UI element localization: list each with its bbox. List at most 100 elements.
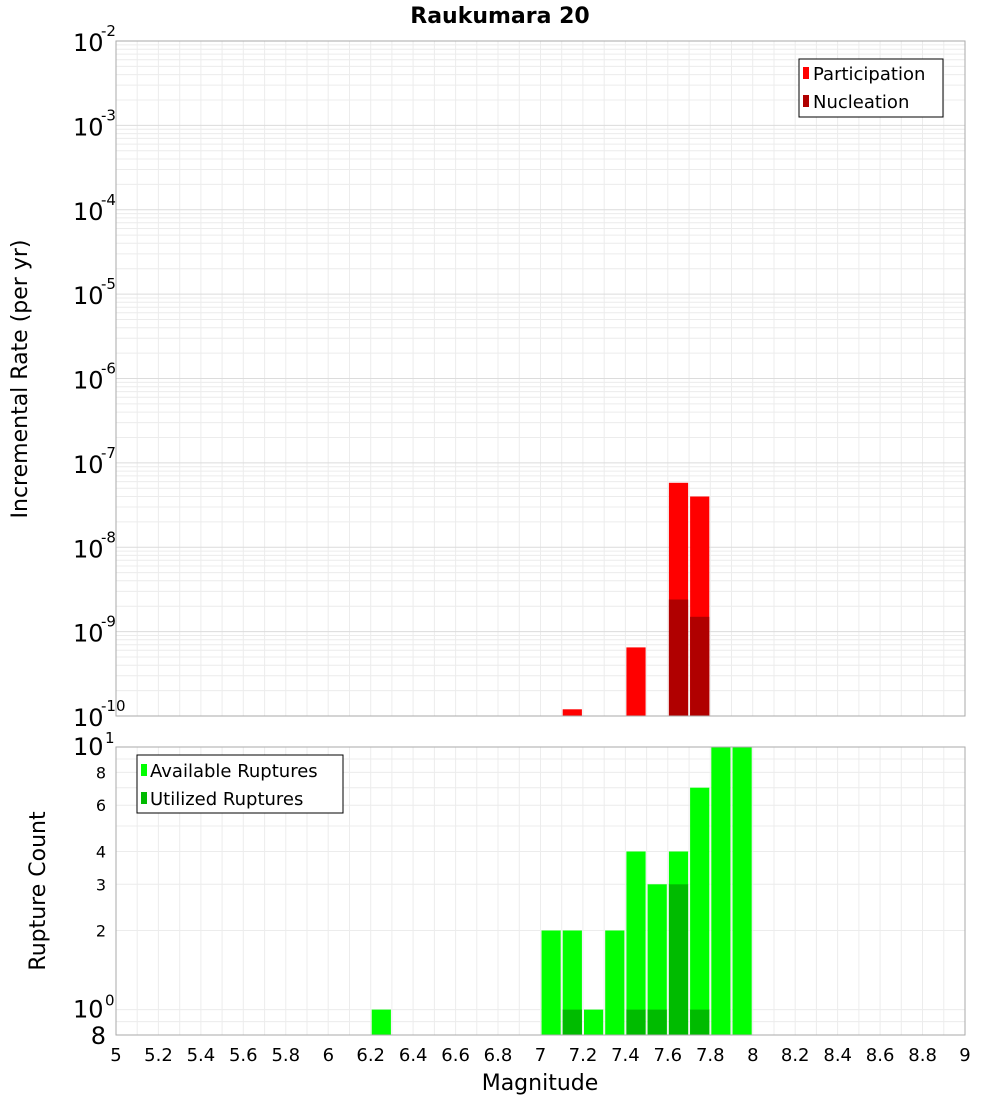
top-y-tick-label: 10-5 xyxy=(73,275,116,310)
utilized-rupture-bar xyxy=(690,1009,710,1035)
top-y-tick-label: 10-9 xyxy=(73,613,116,648)
bottom-y-tick-label: 8 xyxy=(91,1022,106,1050)
legend-swatch-nucleation xyxy=(803,95,809,107)
tick-base: 10 xyxy=(73,451,104,479)
top-gridlines xyxy=(115,41,966,717)
x-tick-label: 8.2 xyxy=(781,1045,810,1066)
x-tick-label: 6.6 xyxy=(441,1045,470,1066)
utilized-rupture-bar xyxy=(562,1009,582,1035)
top-legend: Participation Nucleation xyxy=(798,58,944,118)
nucleation-bar xyxy=(690,616,710,716)
legend-swatch-participation xyxy=(803,67,809,79)
bottom-plot-border xyxy=(115,746,966,1036)
x-tick-label: 6 xyxy=(323,1045,334,1066)
x-tick-label: 7.6 xyxy=(653,1045,682,1066)
bottom-y-tick-label: 6 xyxy=(96,796,106,815)
participation-bar xyxy=(562,709,582,716)
tick-exponent: 0 xyxy=(105,992,115,1010)
tick-exponent: -8 xyxy=(101,528,116,546)
top-y-tick-label: 10-4 xyxy=(73,191,116,226)
x-tick-label: 7.8 xyxy=(696,1045,725,1066)
top-y-tick-label: 10-3 xyxy=(73,106,116,141)
tick-exponent: -3 xyxy=(101,106,116,124)
top-y-tick-label: 10-7 xyxy=(73,444,116,479)
top-plot-border xyxy=(115,40,966,717)
tick-base: 10 xyxy=(73,704,104,732)
x-tick-label: 7 xyxy=(535,1045,546,1066)
bottom-y-axis-label: Rupture Count xyxy=(26,811,51,971)
tick-base: 10 xyxy=(73,996,104,1024)
tick-base: 10 xyxy=(73,733,104,761)
x-tick-label: 6.8 xyxy=(484,1045,513,1066)
legend-label-available: Available Ruptures xyxy=(150,761,318,782)
tick-base: 10 xyxy=(73,282,104,310)
tick-base: 10 xyxy=(73,29,104,57)
participation-bar xyxy=(626,647,646,716)
tick-base: 10 xyxy=(73,535,104,563)
x-tick-label: 6.4 xyxy=(399,1045,428,1066)
x-tick-label: 8.4 xyxy=(823,1045,852,1066)
tick-base: 10 xyxy=(73,367,104,395)
top-y-tick-label: 10-2 xyxy=(73,22,116,57)
legend-swatch-available xyxy=(141,764,147,776)
tick-exponent: -2 xyxy=(101,22,116,40)
x-tick-label: 5.6 xyxy=(229,1045,258,1066)
tick-exponent: -9 xyxy=(101,613,116,631)
x-ticks: 5 5.2 5.4 5.6 5.8 6 6.2 6.4 6.6 6.8 7 7.2 7.4 7.6 7.8 8… xyxy=(110,1045,970,1066)
tick-exponent: -4 xyxy=(101,191,116,209)
x-tick-label: 5.4 xyxy=(187,1045,216,1066)
legend-label-utilized: Utilized Ruptures xyxy=(150,789,303,810)
x-tick-label: 8 xyxy=(747,1045,758,1066)
top-y-axis-label: Incremental Rate (per yr) xyxy=(8,240,33,519)
tick-exponent: -5 xyxy=(101,275,116,293)
x-tick-label: 5.2 xyxy=(144,1045,173,1066)
x-tick-label: 5.8 xyxy=(271,1045,300,1066)
bottom-bars xyxy=(371,747,752,1035)
x-tick-label: 5 xyxy=(110,1045,121,1066)
utilized-rupture-bar xyxy=(626,1009,646,1035)
top-y-tick-label: 10-8 xyxy=(73,528,116,563)
bottom-y-tick-label: 8 xyxy=(96,763,106,782)
tick-base: 10 xyxy=(73,198,104,226)
x-tick-label: 9 xyxy=(959,1045,970,1066)
x-tick-label: 6.2 xyxy=(356,1045,385,1066)
legend-label-nucleation: Nucleation xyxy=(813,92,909,113)
available-rupture-bar xyxy=(584,1009,604,1035)
available-rupture-bar xyxy=(562,930,582,1035)
nucleation-bar xyxy=(668,599,689,716)
tick-base: 10 xyxy=(73,620,104,648)
bottom-y-tick-label: 2 xyxy=(96,922,106,941)
available-rupture-bar xyxy=(626,851,646,1035)
tick-exponent: 1 xyxy=(105,729,115,747)
chart-title: Raukumara 20 xyxy=(410,4,589,29)
bottom-legend: Available Ruptures Utilized Ruptures xyxy=(136,754,344,814)
legend-label-participation: Participation xyxy=(813,64,925,85)
top-y-tick-label: 10-10 xyxy=(73,697,126,732)
bottom-y-tick-label: 4 xyxy=(96,843,106,862)
tick-exponent: -6 xyxy=(101,360,116,378)
tick-exponent: -10 xyxy=(101,697,126,715)
available-rupture-bar xyxy=(541,930,561,1035)
bottom-y-tick-label: 10 1 xyxy=(73,729,115,761)
x-tick-label: 8.6 xyxy=(866,1045,895,1066)
bottom-y-tick-label: 3 xyxy=(96,875,106,894)
top-legend-box xyxy=(798,58,944,118)
available-rupture-bar xyxy=(711,747,731,1035)
legend-swatch-utilized xyxy=(141,792,147,804)
x-tick-label: 7.2 xyxy=(569,1045,598,1066)
utilized-rupture-bar xyxy=(647,1009,667,1035)
x-tick-label: 7.4 xyxy=(611,1045,640,1066)
bottom-legend-box xyxy=(136,754,344,814)
utilized-rupture-bar xyxy=(668,884,689,1035)
available-rupture-bar xyxy=(690,787,710,1035)
available-rupture-bar xyxy=(371,1009,391,1035)
top-y-tick-label: 10-6 xyxy=(73,360,116,395)
available-rupture-bar xyxy=(732,747,752,1035)
tick-base: 10 xyxy=(73,113,104,141)
x-axis-label: Magnitude xyxy=(482,1071,599,1096)
tick-exponent: -7 xyxy=(101,444,116,462)
top-bars xyxy=(562,482,710,716)
